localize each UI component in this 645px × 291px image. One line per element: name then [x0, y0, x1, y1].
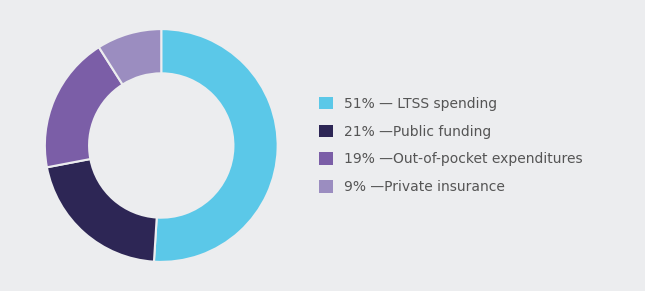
Wedge shape — [47, 159, 157, 262]
Wedge shape — [45, 47, 123, 167]
Legend: 51% — LTSS spending, 21% —Public funding, 19% —Out-of-pocket expenditures, 9% —P: 51% — LTSS spending, 21% —Public funding… — [313, 91, 588, 200]
Wedge shape — [99, 29, 161, 85]
Wedge shape — [154, 29, 277, 262]
